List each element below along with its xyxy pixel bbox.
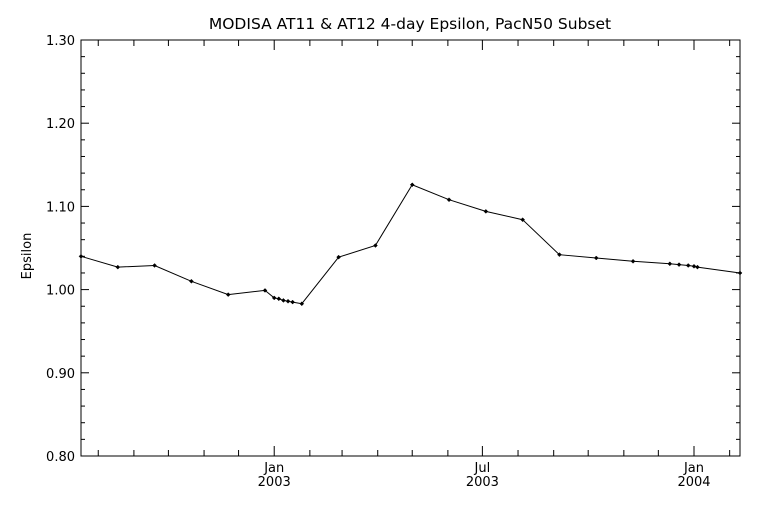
data-point <box>271 295 277 301</box>
data-point <box>685 263 691 268</box>
data-point <box>115 264 121 270</box>
data-point <box>78 253 84 259</box>
data-point <box>276 296 282 302</box>
data-point <box>557 252 562 258</box>
data-point <box>409 182 415 188</box>
plot-frame <box>80 39 741 457</box>
data-point <box>290 299 295 305</box>
y-tick-label: 1.00 <box>46 284 75 299</box>
data-point <box>373 243 378 248</box>
y-axis-label: Epsilon <box>20 233 35 280</box>
x-tick-month-label: Jan <box>263 461 284 476</box>
y-tick-label: 1.20 <box>46 117 75 132</box>
data-point <box>520 217 525 223</box>
x-tick-year-label: 2003 <box>258 475 291 490</box>
x-tick-year-label: 2003 <box>466 475 499 490</box>
data-point <box>667 261 673 267</box>
data-point <box>695 264 700 270</box>
series-line <box>80 184 741 305</box>
y-axis: 0.80 0.90 1.00 1.10 1.20 1.30 <box>46 34 740 465</box>
chart-title: MODISA AT11 & AT12 4-day Epsilon, PacN50… <box>209 15 611 33</box>
data-point <box>189 278 194 284</box>
data-point <box>225 292 231 297</box>
data-point <box>152 263 157 268</box>
series-points <box>78 182 743 307</box>
data-point <box>299 301 305 307</box>
data-point <box>281 298 286 303</box>
data-point <box>483 209 489 214</box>
x-tick-month-label: Jul <box>474 461 491 476</box>
y-tick-label: 1.30 <box>46 34 75 49</box>
data-point <box>737 270 743 276</box>
data-point <box>691 263 697 269</box>
data-point <box>630 258 636 264</box>
x-tick-year-label: 2004 <box>677 475 710 490</box>
x-tick-month-label: Jan <box>683 461 704 476</box>
y-tick-label: 0.80 <box>46 450 75 465</box>
data-point <box>593 255 599 261</box>
y-tick-label: 1.10 <box>46 200 75 215</box>
data-point <box>262 288 268 293</box>
y-tick-label: 0.90 <box>46 367 75 382</box>
data-point <box>336 254 341 260</box>
data-point <box>285 298 291 304</box>
data-point <box>676 262 682 267</box>
data-point <box>446 197 452 203</box>
